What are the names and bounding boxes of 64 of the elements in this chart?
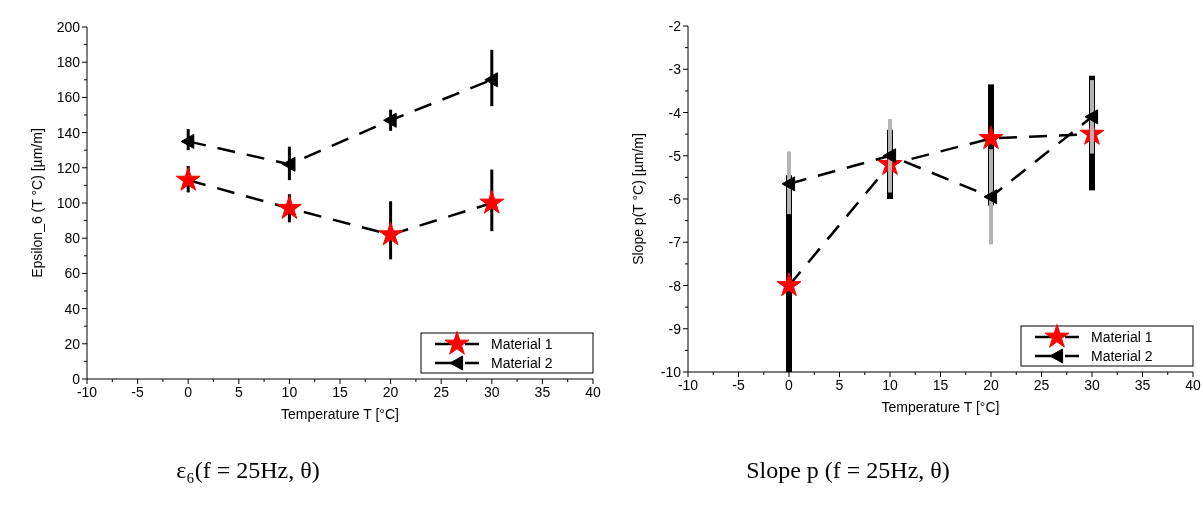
point: [882, 148, 897, 164]
x-tick-label: -5: [732, 377, 745, 393]
x-tick-label: -10: [76, 384, 98, 400]
point: [484, 72, 498, 88]
y-tick-label: -4: [668, 104, 682, 121]
x-tick-label: 5: [234, 384, 243, 400]
point: [281, 156, 296, 172]
point: [1084, 109, 1099, 125]
point: [983, 189, 998, 205]
point: [781, 176, 796, 192]
x-tick-label: 0: [785, 377, 794, 393]
legend-label: Material 2: [1091, 348, 1153, 364]
point: [276, 195, 302, 219]
y-tick-label: -2: [668, 18, 682, 34]
x-tick-label: 40: [585, 384, 601, 400]
x-tick-label: 25: [1033, 377, 1050, 393]
x-tick-label: 30: [484, 384, 500, 400]
legend-label: Material 1: [1091, 329, 1153, 345]
y-tick-label: -3: [668, 61, 682, 78]
y-tick-label: 180: [56, 54, 81, 71]
x-tick-label: -5: [131, 384, 145, 400]
y-tick-label: 40: [64, 300, 81, 317]
legend-label: Material 2: [491, 355, 553, 371]
x-tick-label: 35: [1134, 377, 1151, 393]
y-tick-label: 200: [56, 19, 81, 35]
y-tick-label: -7: [668, 234, 682, 251]
point: [479, 189, 505, 214]
x-tick-label: 35: [534, 384, 551, 400]
x-tick-label: 10: [281, 384, 298, 400]
x-tick-label: 15: [332, 384, 348, 400]
point: [175, 167, 201, 191]
point: [978, 125, 1004, 150]
x-tick-label: 10: [882, 377, 898, 393]
y-tick-label: 100: [56, 195, 81, 211]
legend-label: Material 1: [491, 336, 553, 352]
x-tick-label: 0: [184, 384, 193, 400]
text: Slope p (f = 25Hz, θ): [746, 457, 950, 483]
y-tick-label: 60: [64, 265, 81, 282]
y-tick-label: -6: [668, 191, 682, 207]
y-tick-label: 80: [64, 230, 81, 247]
x-tick-label: 15: [932, 377, 949, 393]
y-tick-label: 120: [56, 159, 81, 176]
y-tick-label: -5: [668, 147, 682, 164]
x-axis-title: Temperature T [°C]: [281, 406, 399, 422]
point: [378, 221, 404, 246]
y-axis-title: Epsilon_6 (T °C) [µm/m]: [29, 128, 45, 278]
y-tick-label: -8: [668, 277, 682, 294]
x-tick-label: 20: [382, 384, 399, 400]
y-tick-label: 160: [56, 89, 81, 106]
x-tick-label: 20: [983, 377, 999, 393]
y-tick-label: -9: [668, 320, 682, 337]
y-axis-title: Slope p(T °C) [µm/m]: [630, 133, 646, 265]
y-tick-label: 20: [64, 335, 81, 352]
x-tick-label: 25: [433, 384, 450, 400]
x-tick-label: 40: [1185, 377, 1201, 393]
x-tick-label: 30: [1084, 377, 1100, 393]
text: ε₆(f = 25Hz, θ): [176, 457, 320, 483]
y-tick-label: 140: [56, 124, 81, 141]
point: [383, 112, 397, 128]
point: [776, 272, 802, 297]
point: [180, 133, 195, 149]
x-axis-title: Temperature T [°C]: [881, 399, 1000, 415]
y-tick-label: -10: [660, 364, 682, 380]
x-tick-label: 5: [835, 377, 844, 393]
